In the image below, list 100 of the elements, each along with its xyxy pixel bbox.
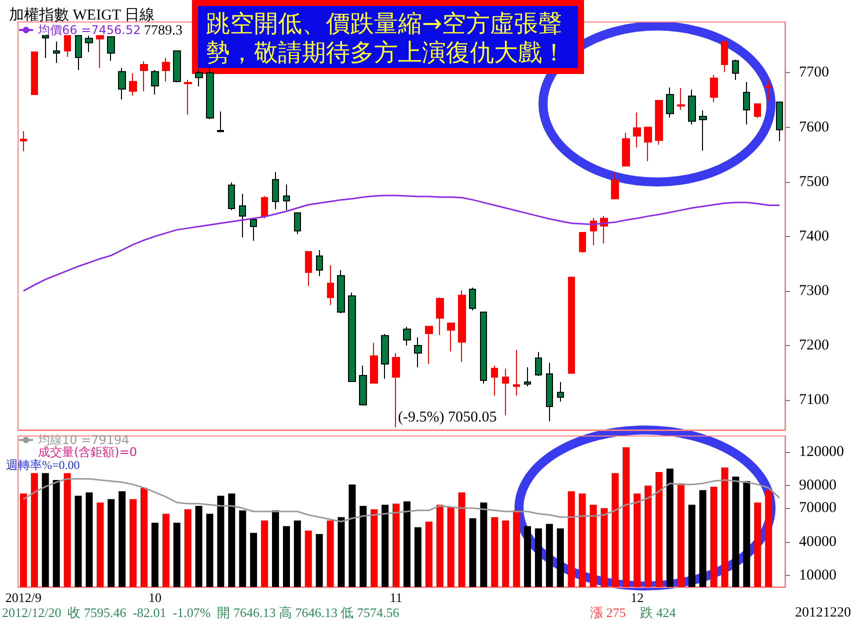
candlestick bbox=[283, 184, 290, 211]
bar bbox=[250, 532, 258, 587]
bar bbox=[86, 492, 93, 587]
annotation: 跳空開低、價跌量縮→空方虛張聲勢，敬請期待多方上演復仇大戲！ bbox=[206, 10, 566, 66]
bar bbox=[173, 522, 180, 587]
candlestick bbox=[579, 232, 586, 254]
candlestick bbox=[688, 89, 696, 126]
bar bbox=[655, 472, 662, 587]
candlestick bbox=[195, 70, 203, 87]
candlestick bbox=[206, 66, 214, 120]
bar bbox=[272, 510, 279, 587]
candlestick bbox=[20, 130, 27, 152]
candlestick bbox=[370, 342, 378, 384]
candlestick bbox=[64, 35, 71, 58]
candlestick bbox=[436, 296, 444, 336]
candlestick bbox=[96, 35, 104, 68]
candlestick bbox=[447, 322, 455, 352]
bar bbox=[644, 486, 652, 587]
legend-label: 均線10 =79194 bbox=[37, 433, 130, 447]
candlestick bbox=[42, 35, 49, 58]
candlestick bbox=[776, 102, 783, 142]
bar bbox=[360, 506, 367, 587]
bar bbox=[765, 490, 772, 587]
bar bbox=[634, 493, 641, 587]
series-label: 成交量(含鉅額)=0 bbox=[38, 445, 138, 459]
annotation: (-9.5%) 7050.05 bbox=[398, 410, 497, 426]
bar bbox=[228, 493, 236, 587]
annotation: 7789.3 bbox=[144, 24, 182, 38]
candlestick bbox=[261, 196, 268, 219]
bar bbox=[721, 468, 728, 587]
text: 2012/12/20 收 7595.46 -82.01 -1.07% 開 7646.13 高 7646.13 低 7574.56 bbox=[2, 605, 400, 620]
candlestick bbox=[85, 35, 93, 52]
candlestick bbox=[348, 292, 356, 382]
bar bbox=[491, 517, 498, 587]
candlestick bbox=[557, 382, 564, 402]
bar bbox=[74, 496, 82, 587]
line-series bbox=[22, 194, 780, 292]
bar bbox=[425, 522, 432, 587]
candlestick bbox=[765, 80, 772, 102]
bar bbox=[546, 524, 553, 587]
x-tick-label: 2012/9 bbox=[5, 590, 42, 605]
bar bbox=[382, 504, 389, 587]
y-tick-label: 7100 bbox=[799, 392, 829, 408]
bar bbox=[217, 496, 224, 587]
candlestick bbox=[611, 172, 619, 200]
candlestick bbox=[359, 365, 367, 406]
y-tick-label: 10000 bbox=[799, 568, 836, 584]
candlestick bbox=[31, 52, 38, 96]
bar bbox=[688, 504, 696, 587]
chart-title: 加權指數 WEIGT 日線 bbox=[9, 6, 155, 24]
candlestick bbox=[173, 50, 181, 84]
x-tick-label: 11 bbox=[390, 590, 402, 605]
candlestick bbox=[622, 132, 630, 166]
bar bbox=[480, 502, 488, 587]
bar bbox=[600, 508, 608, 587]
candlestick bbox=[228, 182, 235, 211]
candlestick bbox=[403, 326, 411, 346]
bar bbox=[513, 510, 520, 587]
candlestick bbox=[710, 74, 718, 103]
candlestick bbox=[568, 276, 575, 374]
bar bbox=[699, 490, 706, 587]
bar bbox=[743, 481, 750, 587]
bar bbox=[96, 502, 104, 587]
bar bbox=[30, 473, 38, 587]
y-tick-label: 70000 bbox=[799, 500, 836, 516]
candlestick bbox=[162, 58, 170, 82]
bar bbox=[195, 506, 202, 587]
candlestick bbox=[480, 312, 487, 384]
bar bbox=[710, 486, 718, 587]
candlestick bbox=[184, 79, 192, 116]
bar bbox=[568, 491, 575, 587]
candlestick bbox=[754, 103, 761, 118]
y-tick-label: 7400 bbox=[799, 228, 829, 244]
candlestick bbox=[217, 110, 224, 132]
y-tick-label: 7200 bbox=[799, 337, 829, 354]
y-tick-label: 7600 bbox=[799, 119, 829, 136]
candlestick bbox=[381, 334, 389, 380]
bar bbox=[261, 520, 268, 587]
y-tick-label: 90000 bbox=[799, 478, 836, 494]
x-tick-label: 12 bbox=[630, 590, 644, 605]
bar bbox=[612, 473, 619, 587]
bar bbox=[666, 468, 674, 587]
candlestick bbox=[129, 72, 137, 96]
bar bbox=[534, 528, 542, 587]
bar bbox=[524, 526, 532, 587]
candlestick bbox=[294, 212, 301, 235]
candlestick bbox=[469, 287, 476, 312]
candlestick bbox=[732, 59, 739, 80]
bar bbox=[754, 502, 762, 587]
bar bbox=[622, 447, 630, 587]
bar bbox=[20, 493, 27, 587]
bar bbox=[326, 520, 334, 587]
y-tick-label: 120000 bbox=[799, 444, 844, 460]
candlestick bbox=[677, 88, 685, 110]
text: 漲 275 bbox=[590, 605, 626, 620]
candlestick bbox=[414, 336, 422, 368]
candlestick bbox=[425, 326, 433, 364]
bar bbox=[590, 504, 597, 587]
candlestick bbox=[107, 36, 115, 62]
y-tick-label: 7300 bbox=[799, 282, 829, 299]
